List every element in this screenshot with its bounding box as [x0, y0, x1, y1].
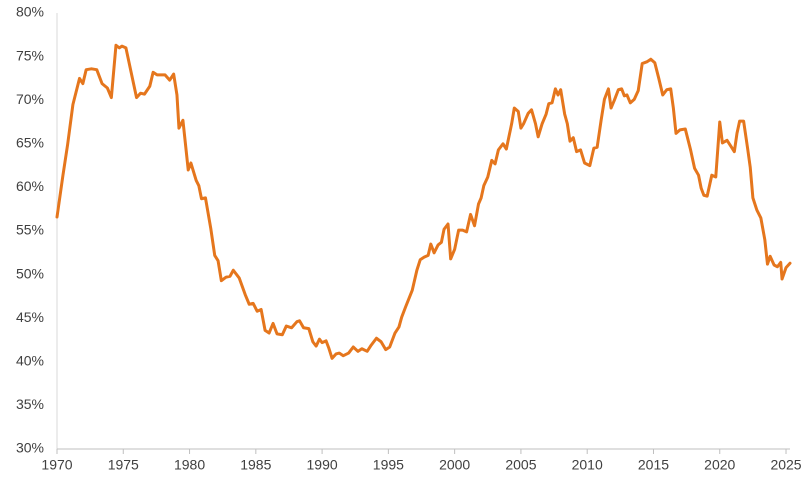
x-tick-label: 2025 [770, 457, 801, 473]
x-tick-label: 2000 [439, 457, 470, 473]
y-tick-label: 50% [16, 265, 44, 281]
x-tick-label: 2015 [638, 457, 669, 473]
y-tick-label: 45% [16, 309, 44, 325]
x-tick-label: 2020 [704, 457, 735, 473]
x-tick-label: 1980 [174, 457, 205, 473]
x-tick-label: 1970 [41, 457, 72, 473]
y-tick-label: 40% [16, 353, 44, 369]
line-series [55, 43, 792, 360]
y-tick-label: 60% [16, 178, 44, 194]
y-tick-label: 80% [16, 4, 44, 20]
y-tick-label: 75% [16, 47, 44, 63]
x-tick-label: 2005 [505, 457, 536, 473]
y-tick-label: 55% [16, 222, 44, 238]
x-tick-label: 1995 [373, 457, 404, 473]
x-tick-label: 1985 [240, 457, 271, 473]
x-tick-label: 1990 [307, 457, 338, 473]
x-tick-label: 2010 [572, 457, 603, 473]
y-tick-label: 35% [16, 396, 44, 412]
y-tick-label: 30% [16, 440, 44, 456]
y-tick-label: 70% [16, 91, 44, 107]
x-tick-label: 1975 [108, 457, 139, 473]
y-tick-label: 65% [16, 135, 44, 151]
